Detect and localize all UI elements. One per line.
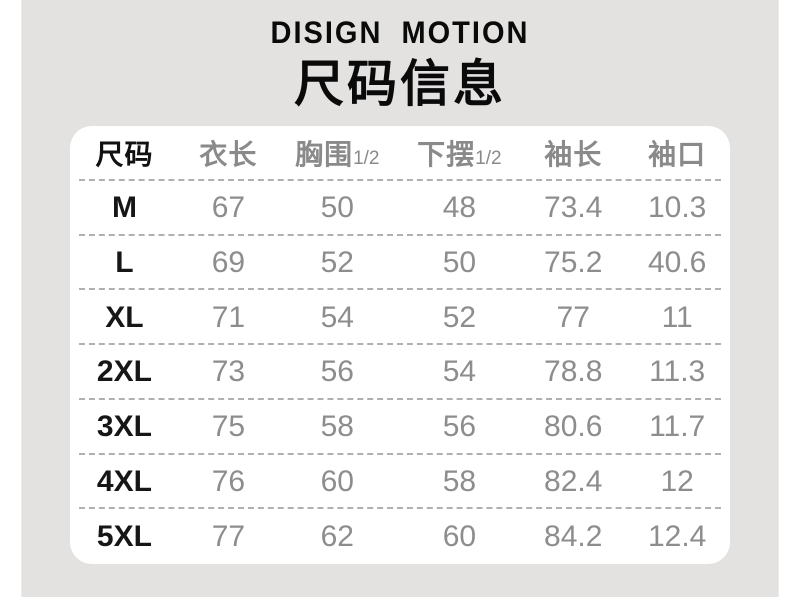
chest-value: 58 — [320, 410, 354, 444]
column-header-chest-half: 胸围1/2 — [295, 139, 380, 171]
table-row-l: L 69 52 50 75.2 40.6 — [70, 236, 730, 291]
sleeve-value: 78.8 — [544, 355, 603, 389]
garment-length-value: 67 — [211, 191, 246, 225]
size-label: 5XL — [96, 519, 152, 553]
size-label: XL — [105, 300, 144, 334]
sleeve-value: 77 — [556, 300, 590, 334]
cuff-value: 11 — [661, 300, 693, 334]
chest-value: 56 — [320, 355, 354, 389]
column-header-sleeve-length: 袖长 — [544, 139, 603, 171]
gray-panel: DISIGN MOTION 尺码信息 尺码 衣长 胸围1/2 下摆1/2 袖长 … — [21, 0, 779, 597]
column-header-cuff: 袖口 — [648, 139, 707, 171]
column-header-garment-length: 衣长 — [199, 139, 258, 171]
size-label: M — [111, 191, 137, 225]
hem-value: 56 — [442, 410, 477, 444]
size-label: 2XL — [96, 355, 152, 389]
size-label: 4XL — [96, 464, 152, 498]
cuff-value: 11.3 — [649, 355, 706, 389]
page-title: 尺码信息 — [294, 56, 506, 112]
garment-length-value: 77 — [211, 519, 246, 553]
hem-value: 58 — [442, 464, 477, 498]
chest-value: 54 — [320, 300, 354, 334]
chest-value: 62 — [320, 519, 354, 553]
chest-value: 50 — [320, 191, 354, 225]
sleeve-value: 73.4 — [544, 191, 603, 225]
hem-value: 54 — [442, 355, 477, 389]
table-row-xl: XL 71 54 52 77 11 — [70, 290, 730, 345]
cuff-value: 10.3 — [647, 191, 707, 225]
sleeve-value: 80.6 — [544, 410, 603, 444]
garment-length-value: 69 — [211, 245, 246, 279]
column-header-size: 尺码 — [95, 139, 154, 171]
page-header: DISIGN MOTION 尺码信息 — [22, 0, 778, 112]
cuff-value: 11.7 — [649, 410, 706, 444]
chest-value: 60 — [320, 464, 354, 498]
garment-length-value: 73 — [211, 355, 246, 389]
brand-title: DISIGN MOTION — [270, 16, 530, 51]
sleeve-value: 82.4 — [544, 464, 603, 498]
table-row-2xl: 2XL 73 56 54 78.8 11.3 — [70, 345, 730, 400]
sleeve-value: 75.2 — [544, 245, 603, 279]
hem-value: 48 — [442, 191, 477, 225]
cuff-value: 40.6 — [647, 245, 707, 279]
cuff-value: 12 — [660, 464, 694, 498]
hem-value: 60 — [442, 519, 477, 553]
garment-length-value: 75 — [211, 410, 246, 444]
size-label: L — [115, 245, 134, 279]
table-header-row: 尺码 衣长 胸围1/2 下摆1/2 袖长 袖口 — [70, 126, 730, 181]
cuff-value: 12.4 — [647, 519, 707, 553]
hem-value: 50 — [442, 245, 477, 279]
table-row-m: M 67 50 48 73.4 10.3 — [70, 181, 730, 236]
table-row-5xl: 5XL 77 62 60 84.2 12.4 — [70, 509, 730, 564]
hem-value: 52 — [442, 300, 477, 334]
column-header-hem-half: 下摆1/2 — [417, 139, 502, 171]
size-chart-card: 尺码 衣长 胸围1/2 下摆1/2 袖长 袖口 M 67 50 48 73.4 … — [70, 126, 730, 564]
table-row-3xl: 3XL 75 58 56 80.6 11.7 — [70, 400, 730, 455]
garment-length-value: 71 — [211, 300, 246, 334]
table-row-4xl: 4XL 76 60 58 82.4 12 — [70, 455, 730, 510]
sleeve-value: 84.2 — [544, 519, 603, 553]
garment-length-value: 76 — [211, 464, 246, 498]
chest-value: 52 — [320, 245, 354, 279]
size-label: 3XL — [96, 410, 152, 444]
